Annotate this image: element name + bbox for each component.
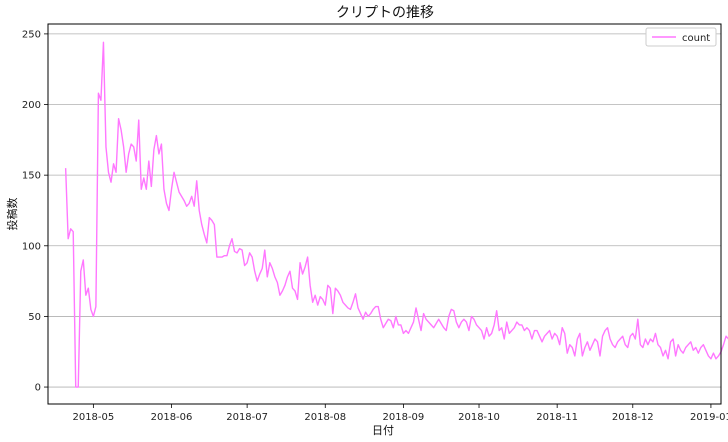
x-tick-label: 2018-07 (226, 412, 268, 423)
y-tick-label: 250 (22, 29, 41, 40)
legend-box (645, 27, 717, 47)
legend-label: count (682, 33, 710, 44)
x-tick-label: 2018-05 (72, 412, 114, 423)
chart-title: クリプトの推移 (336, 5, 434, 21)
x-tick-label: 2018-10 (458, 412, 500, 423)
y-axis-title: 投稿数 (5, 198, 19, 231)
legend: count (645, 27, 717, 47)
axis-ticks: 0 50 100 150 200 250 2018-05 2018-06 2018-07 2018… (22, 29, 728, 423)
x-axis-title: 日付 (372, 424, 394, 437)
x-tick-label: 2018-12 (612, 412, 654, 423)
y-tick-label: 200 (22, 100, 41, 111)
y-tick-label: 150 (22, 171, 41, 182)
x-tick-label: 2018-06 (151, 412, 193, 423)
x-tick-label: 2018-09 (383, 412, 425, 423)
x-tick-label: 2018-08 (304, 412, 346, 423)
plot-frame (47, 23, 722, 405)
y-tick-label: 0 (35, 383, 41, 394)
y-tick-label: 100 (22, 241, 41, 252)
series-layer (64, 41, 728, 388)
x-tick-label: 2019-01 (690, 412, 728, 423)
x-tick-label: 2018-11 (536, 412, 578, 423)
grid (48, 33, 721, 388)
series-line-count (64, 41, 728, 388)
y-tick-label: 50 (28, 312, 41, 323)
